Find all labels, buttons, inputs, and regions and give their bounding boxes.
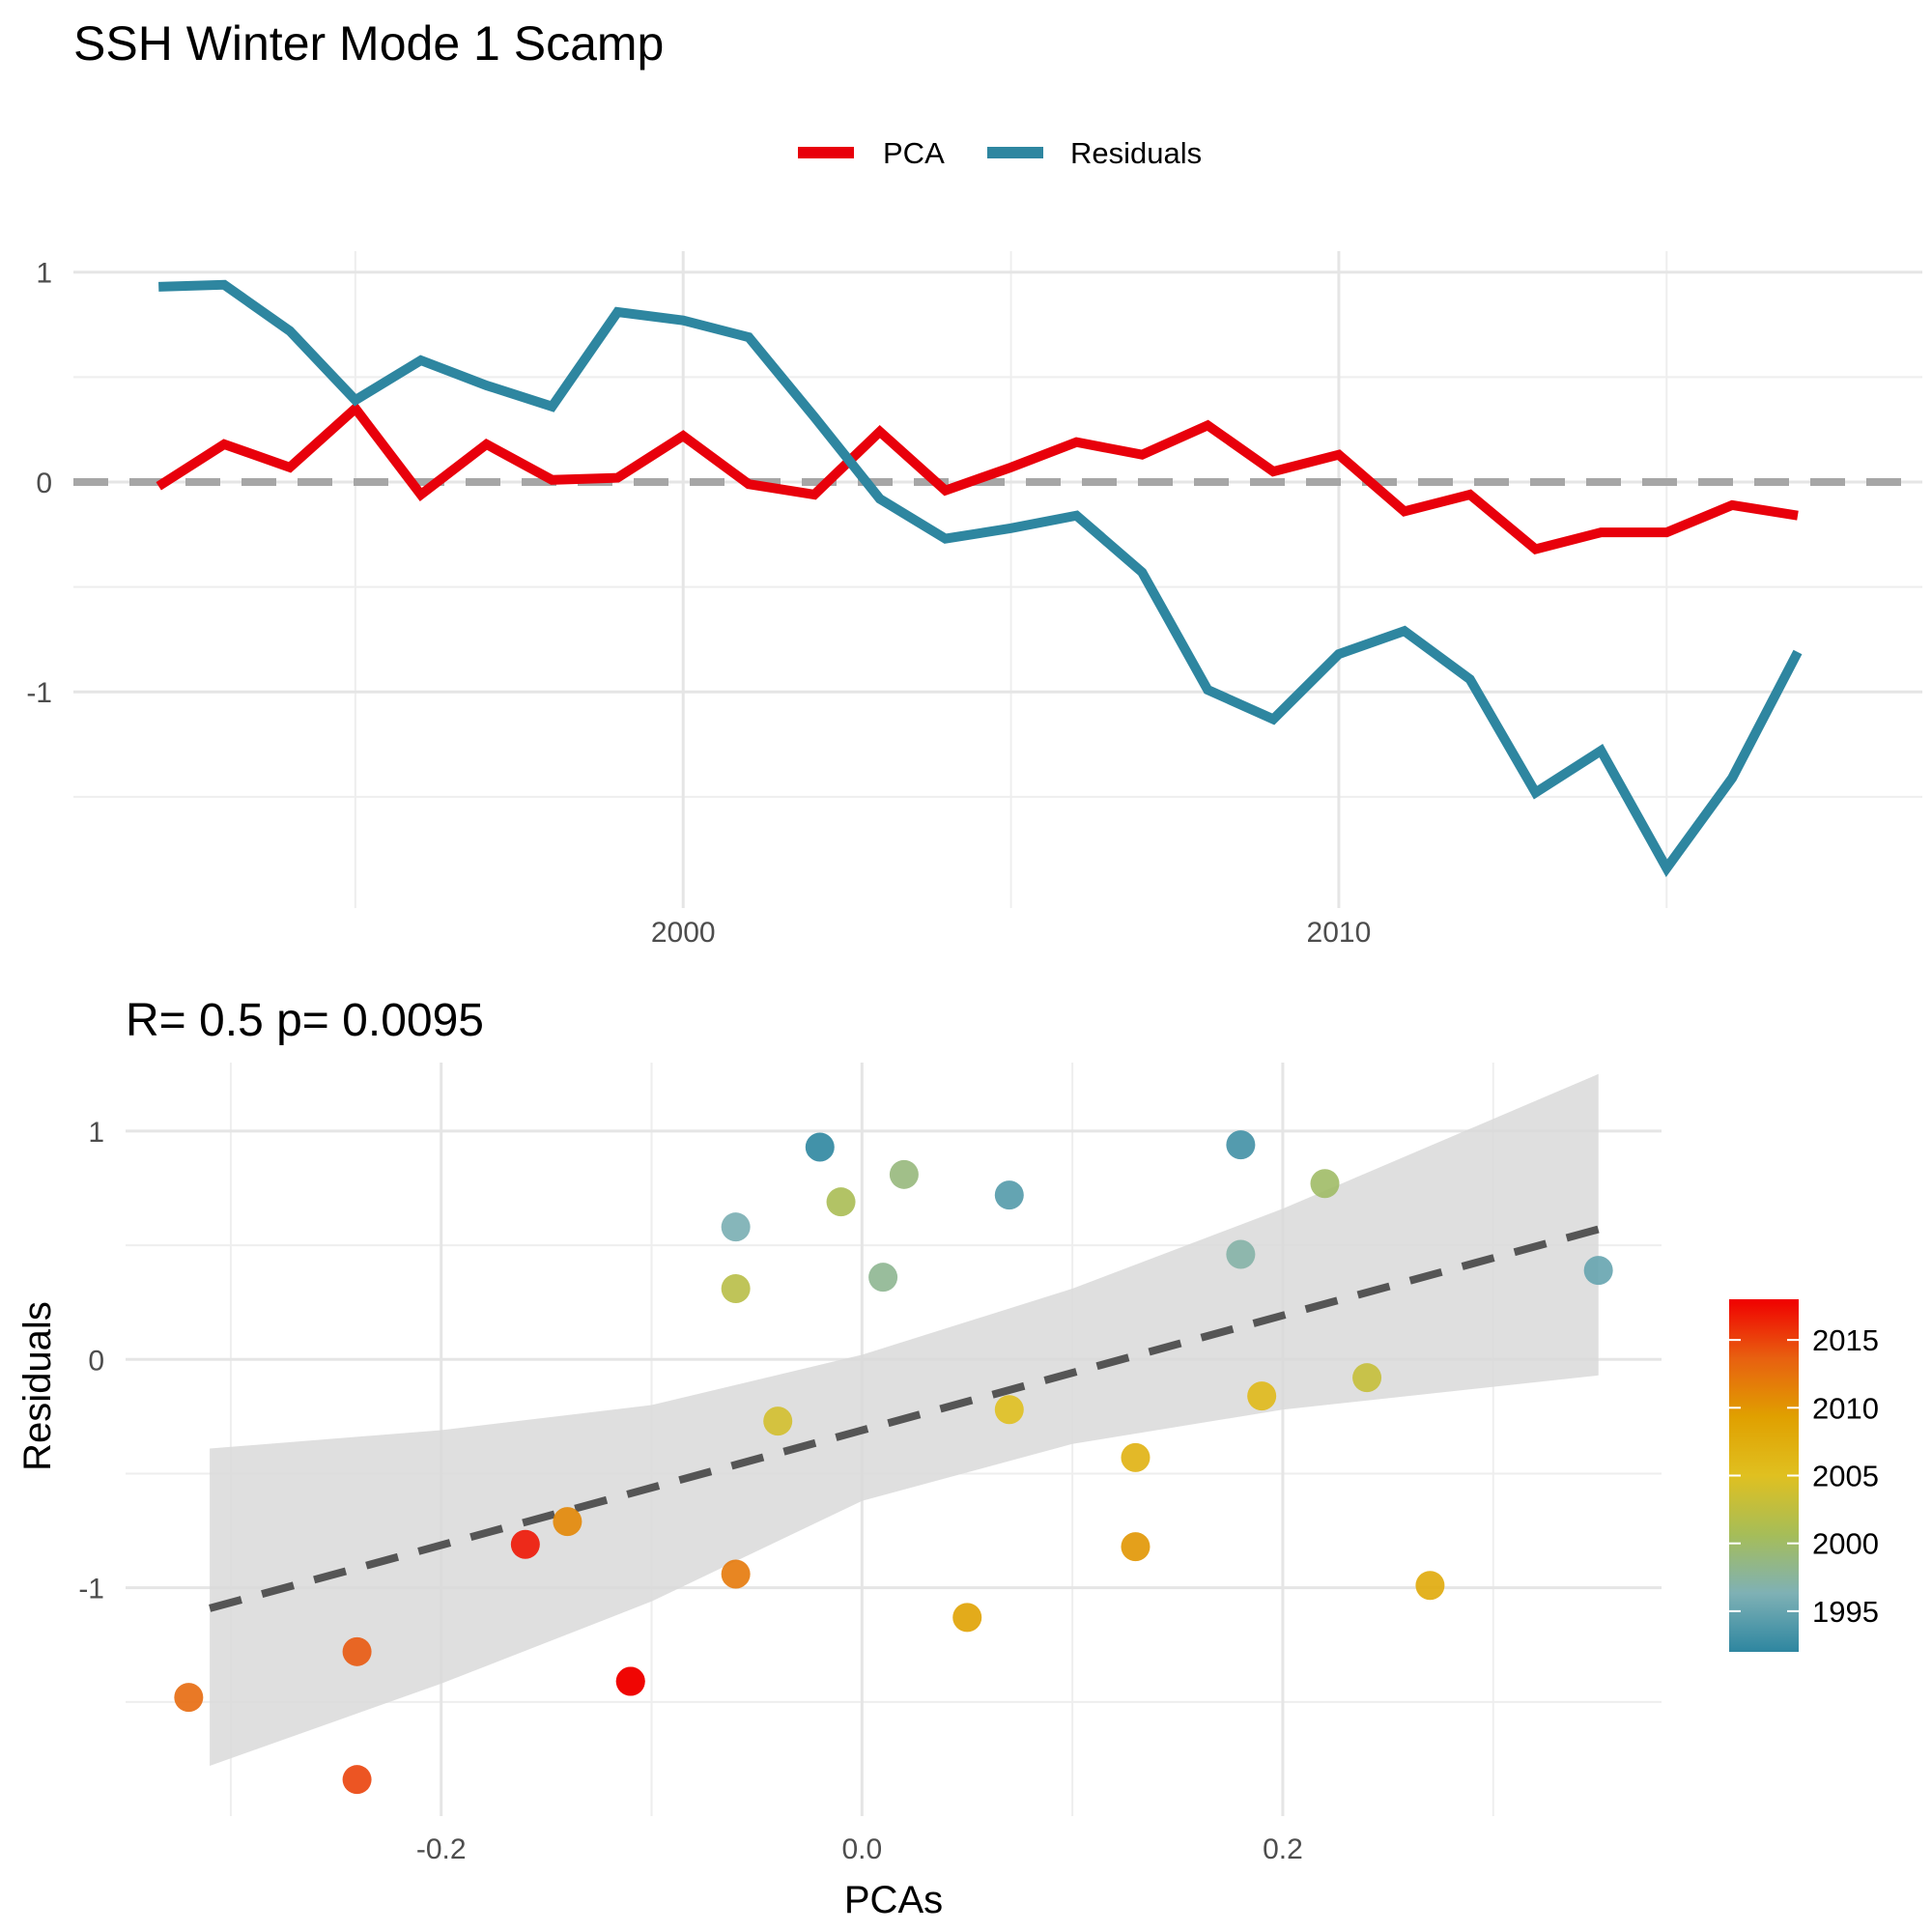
scatter-point (1226, 1130, 1256, 1160)
legend-residuals-label: Residuals (1070, 136, 1202, 170)
y-tick-label: 0 (36, 468, 52, 499)
colorbar-label: 2015 (1812, 1323, 1879, 1357)
scatter-point (721, 1559, 751, 1589)
series-line-pca (156, 401, 1799, 554)
scatter-point (1226, 1239, 1256, 1269)
scatter-point (994, 1180, 1024, 1210)
scatter-point (1247, 1381, 1277, 1411)
colorbar-label: 2010 (1812, 1391, 1879, 1425)
scatter-point (1310, 1169, 1340, 1199)
scatter-point (721, 1274, 751, 1303)
scatter-point (805, 1132, 835, 1162)
scatter-point (615, 1666, 645, 1696)
colorbar-legend: 2015 2010 2005 2000 1995 (1729, 1299, 1879, 1652)
x-tick-label: 0.0 (841, 1833, 882, 1865)
scatter-point (174, 1683, 204, 1713)
scatter-point (994, 1395, 1024, 1425)
x-tick-label: -0.2 (416, 1833, 467, 1865)
scatter-point (721, 1212, 751, 1242)
scatter-point (889, 1159, 919, 1189)
x-tick-label: 2010 (1307, 917, 1372, 949)
x-tick-label: 0.2 (1263, 1833, 1303, 1865)
scatter-panel: 1 0 -1 -0.2 0.0 0.2 (78, 1063, 1662, 1865)
legend-pca-label: PCA (883, 136, 945, 170)
scatter-point (553, 1507, 582, 1537)
scatter-point (763, 1406, 793, 1436)
scatter-point (1121, 1532, 1151, 1562)
colorbar-label: 2005 (1812, 1460, 1879, 1493)
scatter-point (952, 1603, 982, 1633)
colorbar-label: 1995 (1812, 1595, 1879, 1629)
x-tick-label: 2000 (651, 917, 716, 949)
series-line-residuals (158, 279, 1803, 877)
colorbar-label: 2000 (1812, 1527, 1879, 1561)
y-tick-label: 1 (36, 258, 52, 290)
y-tick-label: 1 (88, 1117, 104, 1149)
correlation-stats: R= 0.5 p= 0.0095 (126, 995, 484, 1046)
y-axis-label: Residuals (16, 1301, 59, 1471)
regression-fit-line (209, 1225, 1600, 1612)
y-tick-label: 0 (88, 1345, 104, 1377)
x-axis-label: PCAs (844, 1879, 943, 1921)
scatter-point (342, 1636, 372, 1666)
line-panel: 1 0 -1 2000 2010 (26, 251, 1922, 949)
scatter-point (1352, 1363, 1382, 1393)
scatter-point (1583, 1256, 1613, 1286)
scatter-point (342, 1765, 372, 1795)
scatter-point (868, 1263, 898, 1293)
scatter-point (826, 1187, 856, 1217)
y-tick-label: -1 (78, 1574, 104, 1605)
scatter-point (1121, 1442, 1151, 1472)
legend: PCA Residuals (798, 136, 1202, 170)
scatter-point (510, 1529, 540, 1559)
chart-title: SSH Winter Mode 1 Scamp (73, 16, 664, 71)
scatter-point (1415, 1571, 1445, 1601)
y-tick-label: -1 (26, 677, 52, 709)
